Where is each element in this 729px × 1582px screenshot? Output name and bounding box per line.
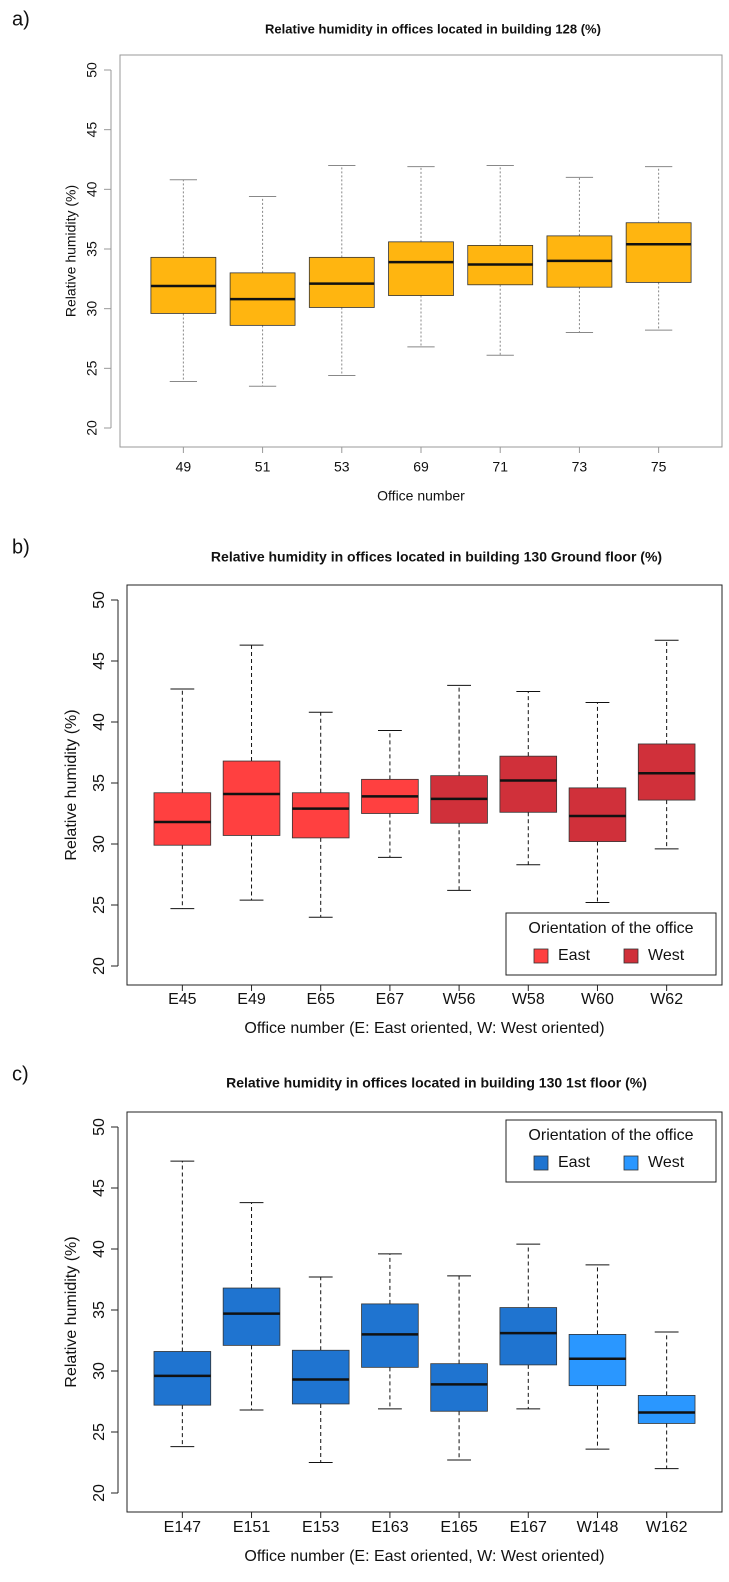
box (222, 1287, 281, 1346)
x-tick-label: E167 (510, 1519, 547, 1536)
x-tick-label: W162 (646, 1519, 688, 1536)
y-tick-label: 40 (84, 181, 100, 197)
x-tick-label: E165 (440, 1519, 477, 1536)
x-tick-label: 51 (255, 459, 271, 475)
y-tick-label: 35 (91, 774, 108, 792)
y-axis-title: Relative humidity (%) (63, 185, 79, 317)
x-tick-label: E67 (376, 991, 405, 1008)
y-tick-label: 45 (91, 652, 108, 670)
y-tick-label: 25 (91, 896, 108, 914)
y-axis-title: Relative humidity (%) (63, 1236, 80, 1387)
legend-swatch (623, 1155, 639, 1171)
legend-swatch (533, 948, 549, 964)
y-tick-label: 40 (91, 713, 108, 731)
panel-label: a) (12, 8, 30, 30)
panel-label: b) (12, 536, 30, 558)
x-tick-label: 69 (413, 459, 429, 475)
chart-title: Relative humidity in offices located in … (211, 549, 662, 565)
y-tick-label: 35 (91, 1301, 108, 1319)
y-tick-label: 20 (84, 420, 100, 436)
x-tick-label: W56 (443, 991, 476, 1008)
x-tick-label: W58 (512, 991, 545, 1008)
chart-title: Relative humidity in offices located in … (226, 1075, 647, 1091)
x-tick-label: E45 (168, 991, 197, 1008)
plot-frame (126, 1111, 723, 1513)
x-tick-label: W62 (650, 991, 683, 1008)
box (291, 792, 350, 839)
x-tick-label: E153 (302, 1519, 339, 1536)
legend-label: West (648, 1154, 685, 1171)
y-tick-label: 30 (91, 1362, 108, 1380)
box (499, 755, 558, 813)
x-tick-label: 71 (492, 459, 508, 475)
y-tick-label: 45 (84, 122, 100, 138)
y-tick-label: 30 (84, 301, 100, 317)
y-tick-label: 20 (91, 957, 108, 975)
x-tick-label: W60 (581, 991, 614, 1008)
y-tick-label: 30 (91, 835, 108, 853)
y-tick-label: 50 (91, 1118, 108, 1136)
y-tick-label: 50 (84, 62, 100, 78)
x-tick-label: E151 (233, 1519, 270, 1536)
x-axis-title: Office number (377, 488, 465, 504)
legend-title: Orientation of the office (528, 920, 693, 937)
legend-box (505, 912, 717, 976)
x-tick-label: W148 (577, 1519, 619, 1536)
box (388, 241, 454, 296)
y-tick-label: 25 (91, 1423, 108, 1441)
legend-label: West (648, 947, 685, 964)
box (637, 1395, 696, 1424)
y-tick-label: 20 (91, 1484, 108, 1502)
y-tick-label: 40 (91, 1240, 108, 1258)
box (153, 792, 212, 846)
x-tick-label: E163 (371, 1519, 408, 1536)
x-tick-label: 73 (572, 459, 588, 475)
x-tick-label: 75 (651, 459, 667, 475)
y-tick-label: 35 (84, 241, 100, 257)
legend-box (505, 1119, 717, 1183)
y-tick-label: 50 (91, 591, 108, 609)
x-tick-label: E147 (164, 1519, 201, 1536)
chart-title: Relative humidity in offices located in … (265, 21, 601, 36)
x-axis-title: Office number (E: East oriented, W: West… (244, 1020, 604, 1037)
box (153, 1351, 212, 1406)
plot-frame (126, 584, 723, 986)
box (291, 1349, 350, 1405)
x-tick-label: 53 (334, 459, 350, 475)
legend-swatch (533, 1155, 549, 1171)
panel-label: c) (12, 1063, 29, 1085)
box (625, 222, 692, 283)
box (430, 1363, 488, 1412)
legend-label: East (558, 1154, 591, 1171)
x-tick-label: E49 (237, 991, 266, 1008)
x-axis-title: Office number (E: East oriented, W: West… (244, 1548, 604, 1565)
y-tick-label: 25 (84, 360, 100, 376)
y-axis-title: Relative humidity (%) (63, 709, 80, 860)
x-tick-label: E65 (306, 991, 335, 1008)
legend-label: East (558, 947, 591, 964)
box (499, 1307, 558, 1366)
y-tick-label: 45 (91, 1179, 108, 1197)
x-tick-label: 49 (176, 459, 192, 475)
legend-swatch (623, 948, 639, 964)
legend-title: Orientation of the office (528, 1127, 693, 1144)
box (222, 760, 281, 836)
